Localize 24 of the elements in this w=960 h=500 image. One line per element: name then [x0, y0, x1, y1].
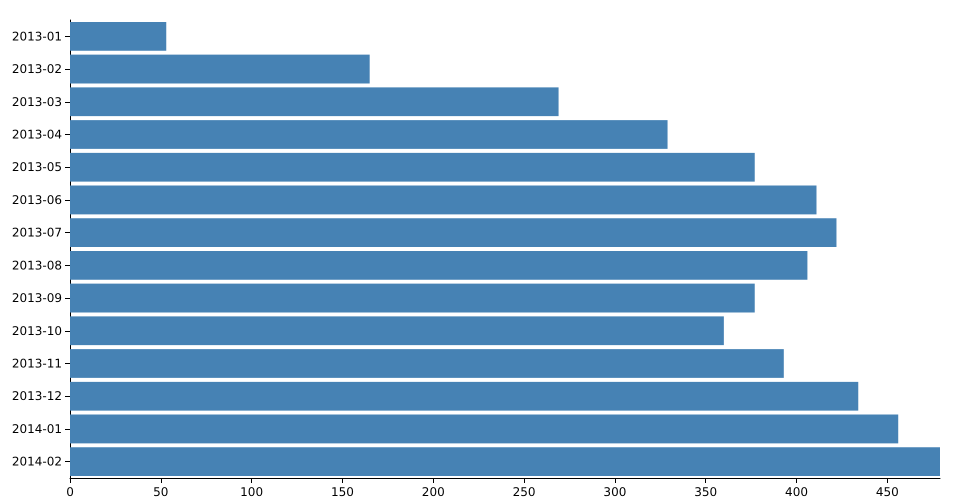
y-tick-label: 2013-05: [12, 160, 62, 174]
x-tick-label: 400: [785, 485, 808, 499]
y-tick-label: 2013-10: [12, 324, 62, 338]
x-tick-label: 350: [694, 485, 718, 499]
y-tick-label: 2014-01: [12, 422, 62, 436]
y-tick-label: 2013-08: [12, 258, 62, 272]
x-tick-label: 0: [66, 485, 74, 499]
x-tick-label: 150: [330, 485, 354, 499]
y-tick-label: 2013-11: [12, 356, 62, 370]
x-tick-label: 200: [422, 485, 445, 499]
y-tick-label: 2013-06: [12, 192, 62, 207]
y-tick-label: 2013-04: [12, 128, 62, 142]
x-tick-label: 300: [603, 485, 626, 499]
y-tick-label: 2013-01: [12, 29, 62, 44]
x-tick-label: 450: [876, 485, 899, 499]
y-tick-label: 2013-09: [12, 291, 62, 306]
y-tick-label: 2014-02: [12, 454, 62, 469]
x-tick-label: 50: [153, 485, 168, 499]
x-tick-label: 100: [240, 485, 264, 499]
y-tick-label: 2013-07: [12, 226, 62, 240]
x-tick-label: 250: [512, 485, 536, 499]
y-tick-label: 2013-02: [12, 62, 62, 76]
y-tick-label: 2013-12: [12, 389, 62, 404]
y-tick-label: 2013-03: [12, 94, 62, 109]
